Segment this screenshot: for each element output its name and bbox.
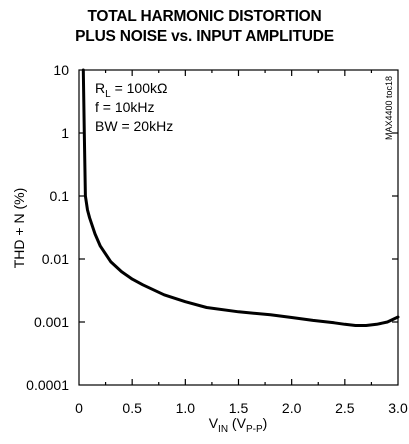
thd-curve — [81, 68, 400, 327]
bandwidth-annotation: BW = 20kHz — [95, 118, 173, 134]
frequency-annotation: f = 10kHz — [95, 99, 155, 115]
axis-ticks — [79, 70, 398, 385]
x-tick-label: 1.5 — [229, 400, 249, 416]
y-tick-label: 10 — [53, 62, 69, 78]
x-tick-label: 2.0 — [282, 400, 302, 416]
chart-title-line-2: PLUS NOISE vs. INPUT AMPLITUDE — [75, 28, 334, 45]
x-axis-label: VIN (VP-P) — [209, 415, 268, 435]
y-tick-label: 0.01 — [42, 251, 69, 267]
rl-annotation: RL = 100kΩ — [95, 80, 167, 100]
y-tick-label: 0.0001 — [26, 377, 69, 393]
y-tick-label: 0.1 — [50, 188, 70, 204]
x-tick-label: 1.0 — [176, 400, 196, 416]
y-tick-labels: 10 1 0.1 0.01 0.001 0.0001 — [26, 62, 69, 393]
x-tick-labels: 0 0.5 1.0 1.5 2.0 2.5 3.0 — [75, 400, 408, 416]
y-tick-label: 1 — [61, 125, 69, 141]
x-tick-label: 0 — [75, 400, 83, 416]
y-axis-label: THD + N (%) — [11, 188, 27, 269]
x-tick-label: 0.5 — [122, 400, 142, 416]
x-tick-label: 2.5 — [335, 400, 355, 416]
x-tick-label: 3.0 — [388, 400, 408, 416]
chart-title-line-1: TOTAL HARMONIC DISTORTION — [87, 8, 322, 25]
y-tick-label: 0.001 — [34, 314, 69, 330]
part-id-label: MAX4400 toc18 — [384, 76, 394, 140]
